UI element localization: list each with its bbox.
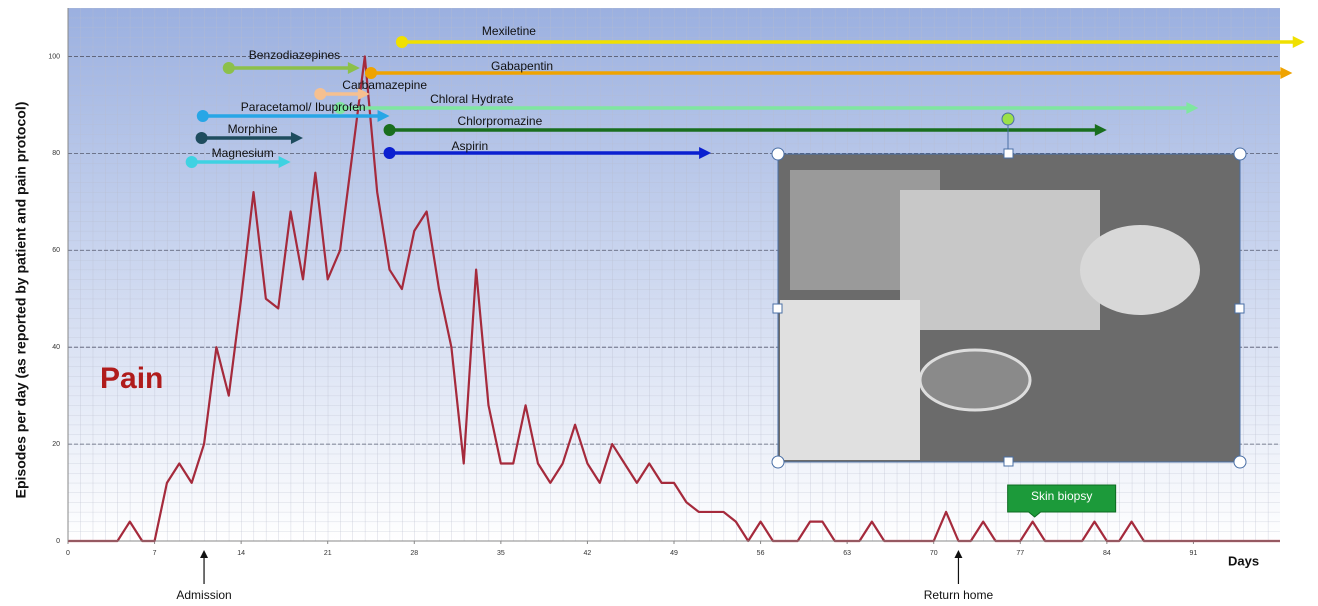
y-tick-label: 0: [56, 538, 60, 545]
y-tick-label: 100: [48, 53, 60, 60]
medication-label: Gabapentin: [491, 59, 553, 73]
x-axis-title: Days: [1228, 553, 1259, 568]
x-tick-label: 42: [584, 550, 592, 557]
start-dot: [314, 88, 326, 100]
series-label: Pain: [100, 362, 163, 395]
x-tick-label: 70: [930, 550, 938, 557]
x-tick-label: 63: [843, 550, 851, 557]
arrow-head: [954, 550, 962, 558]
x-tick-label: 35: [497, 550, 505, 557]
x-tick-label: 28: [410, 550, 418, 557]
medication-label: Magnesium: [212, 146, 274, 160]
medication-label: Aspirin: [452, 139, 489, 153]
y-tick-label: 40: [52, 344, 60, 351]
y-tick-label: 20: [52, 441, 60, 448]
y-tick-label: 80: [52, 150, 60, 157]
medication-label: Benzodiazepines: [249, 48, 340, 62]
photo: [772, 113, 1246, 468]
arrow-head: [1293, 36, 1305, 48]
annotation-label: Admission: [176, 588, 231, 602]
x-tick-label: 56: [757, 550, 765, 557]
x-tick-label: 91: [1190, 550, 1198, 557]
x-tick-label: 7: [153, 550, 157, 557]
medication-label: Chloral Hydrate: [430, 92, 514, 106]
x-tick-label: 49: [670, 550, 678, 557]
start-dot: [197, 110, 209, 122]
chart: 0 20 40 60 80 100 0 7 14 21 28 35 42 49 56 63 70 77 84 91 M…: [0, 0, 1318, 606]
start-dot: [384, 124, 396, 136]
x-tick-label: 0: [66, 550, 70, 557]
start-dot: [384, 147, 396, 159]
y-tick-label: 60: [52, 247, 60, 254]
medication-label: Morphine: [228, 122, 278, 136]
annotation-label: Return home: [924, 588, 994, 602]
arrow-head: [200, 550, 208, 558]
x-tick-label: 14: [237, 550, 245, 557]
x-tick-label: 77: [1016, 550, 1024, 557]
medication-label: Chlorpromazine: [458, 114, 543, 128]
callout-label: Skin biopsy: [1031, 489, 1092, 503]
x-tick-label: 84: [1103, 550, 1111, 557]
start-dot: [196, 132, 208, 144]
start-dot: [396, 36, 408, 48]
medication-label: Carbamazepine: [342, 78, 427, 92]
x-tick-label: 21: [324, 550, 332, 557]
y-axis-title: Episodes per day (as reported by patient…: [13, 102, 29, 499]
medication-label: Paracetamol/ Ibuprofen: [241, 100, 366, 114]
start-dot: [223, 62, 235, 74]
medication-label: Mexiletine: [482, 24, 536, 38]
start-dot: [186, 156, 198, 168]
arrow-head: [1280, 67, 1292, 79]
